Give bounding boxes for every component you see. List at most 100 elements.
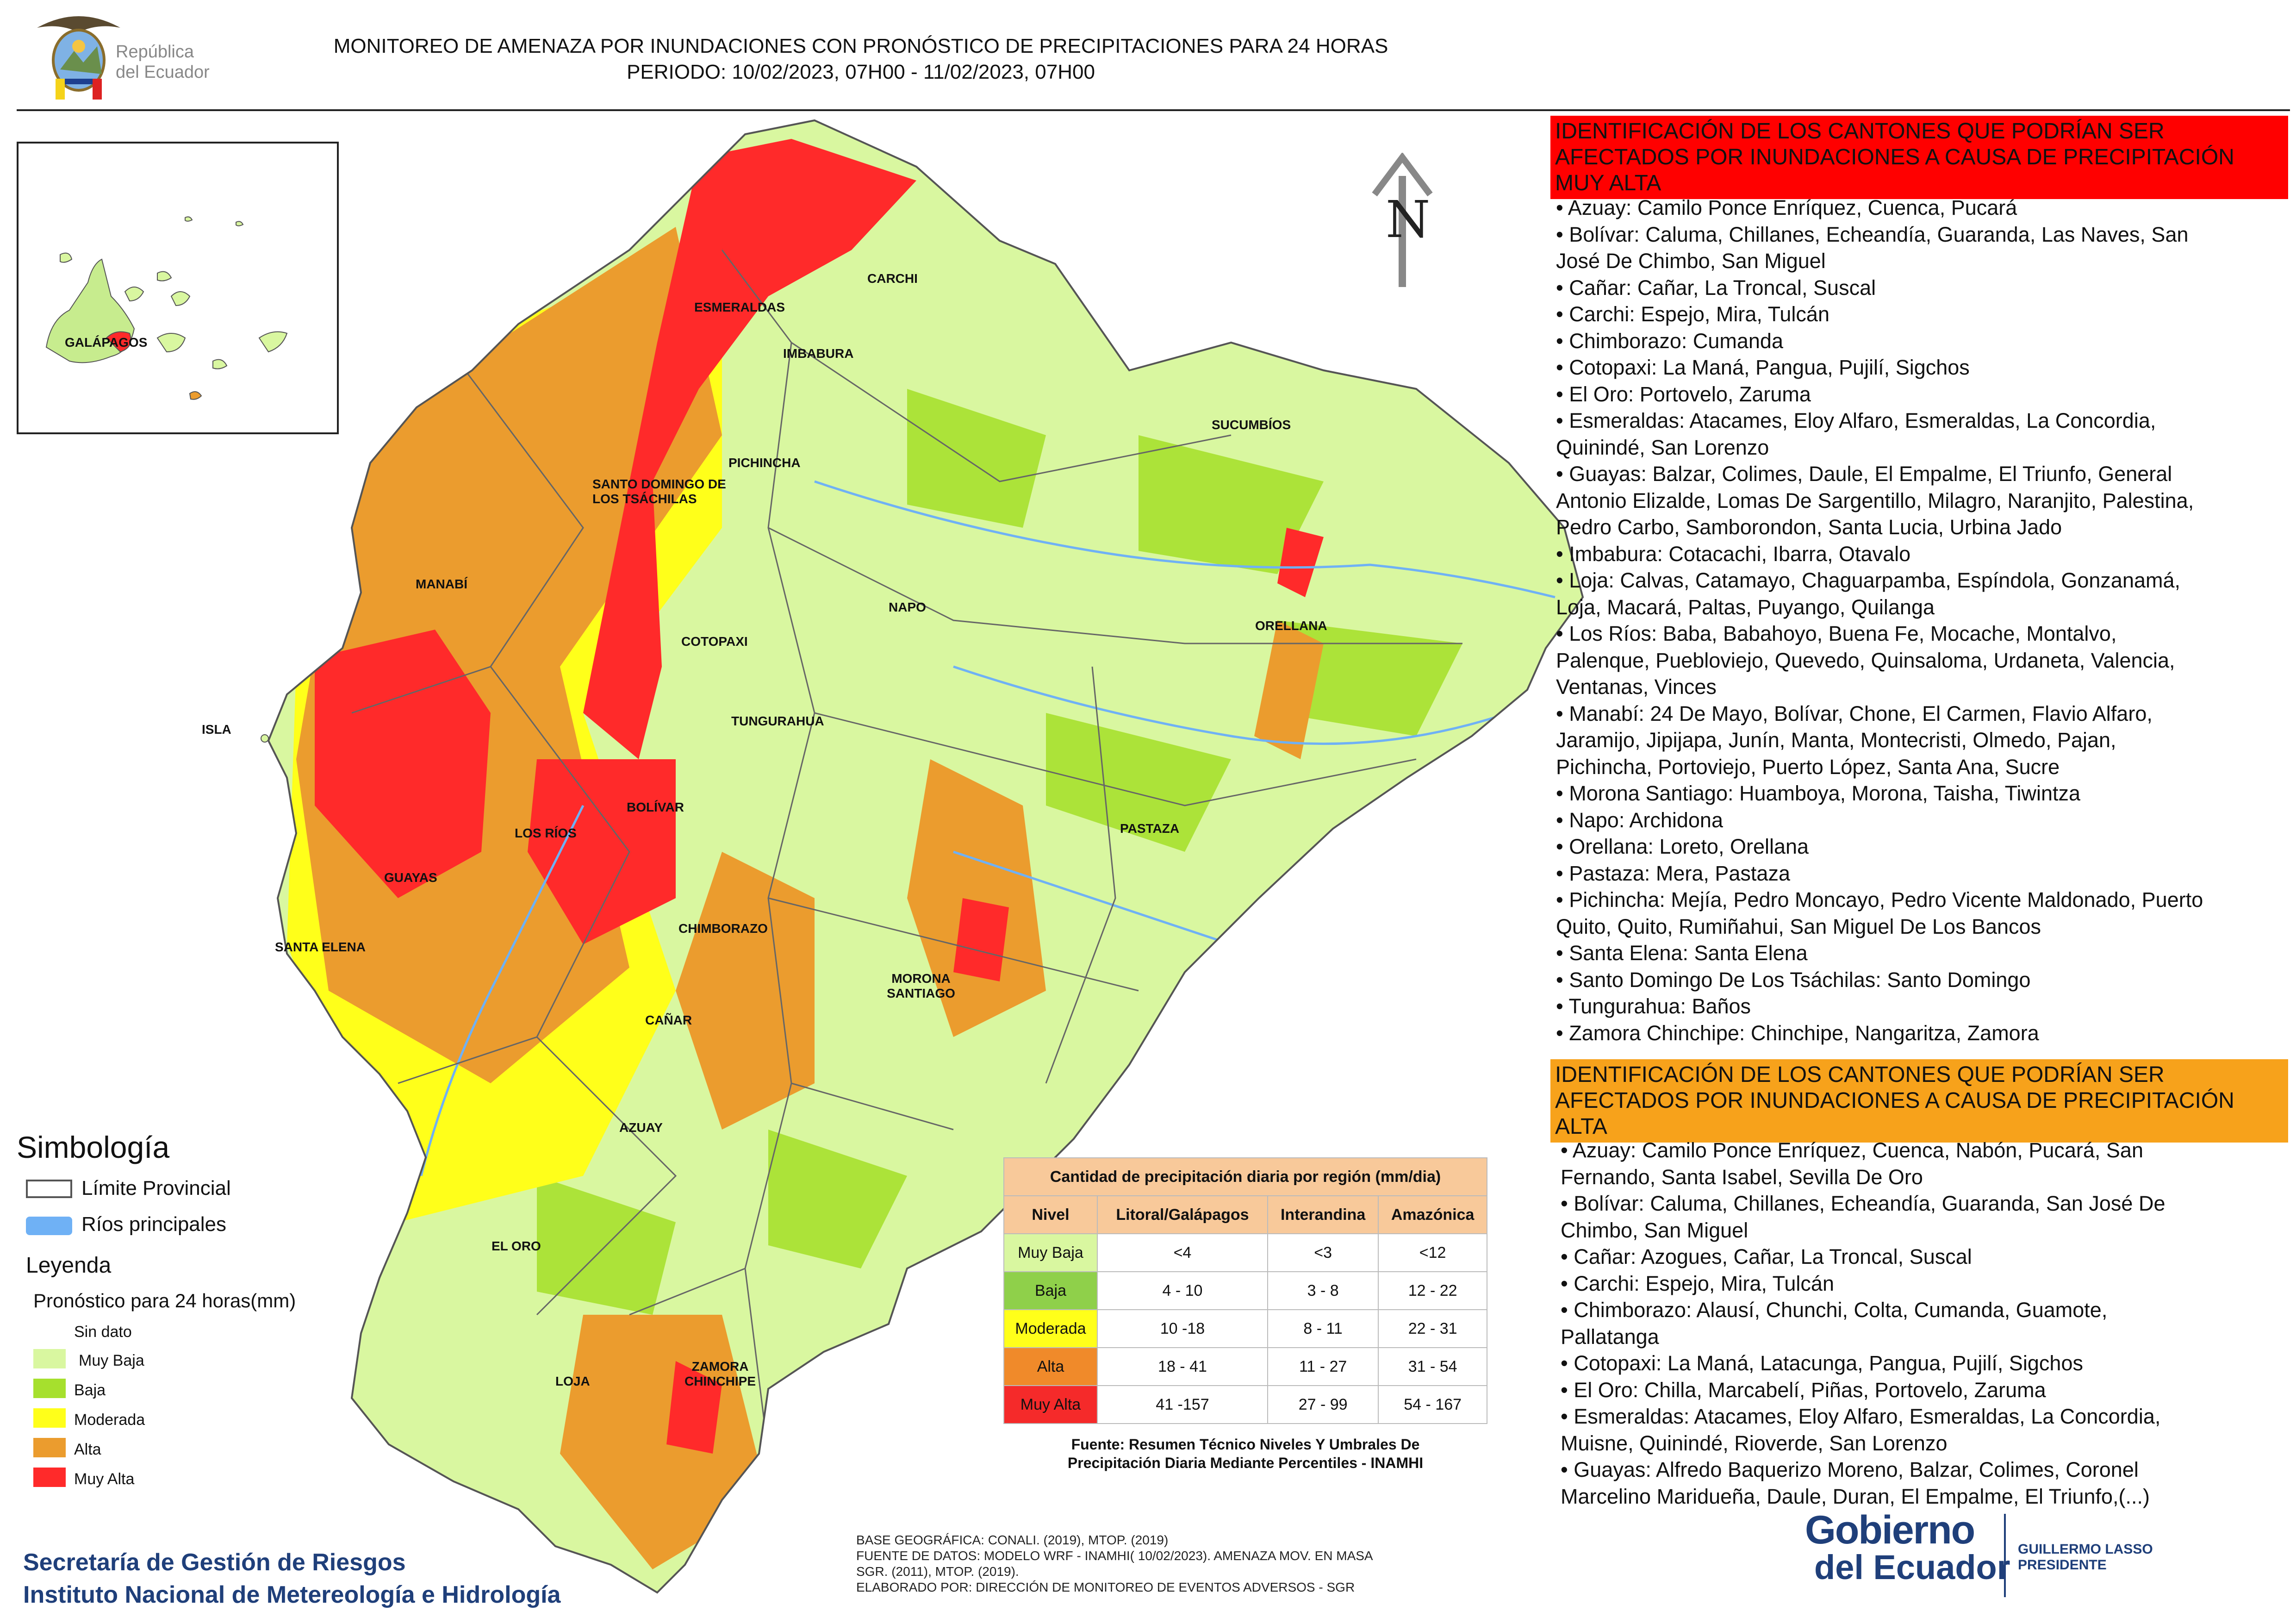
table-row: Baja 4 - 10 3 - 8 12 - 22 bbox=[1003, 1271, 1487, 1310]
province-label-pichincha: PICHINCHA bbox=[728, 456, 801, 470]
republica-line2: del Ecuador bbox=[116, 62, 210, 82]
credit-line: ELABORADO POR: DIRECCIÓN DE MONITOREO DE… bbox=[856, 1580, 1355, 1594]
list-item: • Bolívar: Caluma, Chillanes, Echeandía,… bbox=[1561, 1192, 2165, 1215]
list-item: • Carchi: Espejo, Mira, Tulcán bbox=[1561, 1271, 1834, 1295]
president-name: GUILLERMO LASSO bbox=[2018, 1542, 2153, 1557]
list-item: • Cañar: Cañar, La Troncal, Suscal bbox=[1556, 275, 1876, 300]
list-item: • Tungurahua: Baños bbox=[1556, 994, 1751, 1018]
list-item: • Cañar: Azogues, Cañar, La Troncal, Sus… bbox=[1561, 1245, 1972, 1268]
table-cell: 10 -18 bbox=[1096, 1309, 1268, 1348]
province-label-orellana: ORELLANA bbox=[1255, 618, 1327, 633]
list-item: Pichincha, Portoviejo, Puerto López, San… bbox=[1556, 755, 2060, 779]
list-item: • Cotopaxi: La Maná, Latacunga, Pangua, … bbox=[1561, 1351, 2083, 1375]
north-letter: N bbox=[1386, 190, 1431, 249]
table-cell: Muy Alta bbox=[1003, 1385, 1098, 1424]
list-item: Palenque, Puebloviejo, Quevedo, Quinsalo… bbox=[1556, 648, 2175, 672]
list-item: Quito, Quito, Rumiñahui, San Miguel De L… bbox=[1556, 914, 2041, 938]
province-label-los-rios: LOS RÍOS bbox=[515, 826, 577, 840]
list-item: • Guayas: Balzar, Colimes, Daule, El Emp… bbox=[1556, 462, 2172, 486]
credit-line: FUENTE DE DATOS: MODELO WRF - INAMHI( 10… bbox=[856, 1549, 1373, 1563]
table-cell: 4 - 10 bbox=[1096, 1271, 1268, 1310]
table-cell: 8 - 11 bbox=[1267, 1309, 1379, 1348]
table-cell: Moderada bbox=[1003, 1309, 1098, 1348]
alta-canton-list: • Azuay: Camilo Ponce Enríquez, Cuenca, … bbox=[1561, 1137, 2292, 1510]
list-item: Chimbo, San Miguel bbox=[1561, 1218, 1748, 1242]
legend-swatch-muy-baja bbox=[33, 1349, 66, 1368]
table-header: Nivel bbox=[1003, 1195, 1098, 1234]
province-label-el-oro: EL ORO bbox=[492, 1239, 541, 1253]
list-item: • Los Ríos: Baba, Babahoyo, Buena Fe, Mo… bbox=[1556, 622, 2117, 645]
republica-line1: República bbox=[116, 42, 194, 62]
list-item: Quinindé, San Lorenzo bbox=[1556, 435, 1769, 459]
legend-swatch-alta bbox=[33, 1438, 66, 1457]
galapagos-label: GALÁPAGOS bbox=[65, 335, 148, 350]
table-source-line2: Precipitación Diaria Mediante Percentile… bbox=[1067, 1455, 1424, 1471]
legend-swatch-baja bbox=[33, 1379, 66, 1398]
province-label-pastaza: PASTAZA bbox=[1120, 821, 1180, 836]
list-item: • Loja: Calvas, Catamayo, Chaguarpamba, … bbox=[1556, 568, 2181, 592]
list-item: • Bolívar: Caluma, Chillanes, Echeandía,… bbox=[1556, 222, 2189, 246]
president-credit: GUILLERMO LASSO PRESIDENTE bbox=[2018, 1542, 2153, 1573]
list-item: Marcelino Maridueña, Daule, Duran, El Em… bbox=[1561, 1484, 2150, 1508]
table-cell: <3 bbox=[1267, 1233, 1379, 1272]
list-item: Pedro Carbo, Samborondon, Santa Lucia, U… bbox=[1556, 515, 2062, 539]
province-label-guayas: GUAYAS bbox=[384, 870, 437, 885]
galapagos-inset-map bbox=[17, 142, 339, 434]
table-cell: 18 - 41 bbox=[1096, 1347, 1268, 1386]
simbologia-title: Simbología bbox=[17, 1130, 170, 1164]
list-item: Pallatanga bbox=[1561, 1324, 1659, 1349]
rios-swatch bbox=[26, 1217, 72, 1235]
table-cell: 27 - 99 bbox=[1267, 1385, 1379, 1424]
list-item: • Azuay: Camilo Ponce Enríquez, Cuenca, … bbox=[1556, 196, 2017, 219]
north-arrow-icon bbox=[1372, 153, 1433, 287]
president-title: PRESIDENTE bbox=[2018, 1557, 2107, 1573]
pronostico-label: Pronóstico para 24 horas(mm) bbox=[33, 1290, 296, 1312]
gob-logo-line2: del Ecuador bbox=[1814, 1548, 2010, 1587]
list-item: • Orellana: Loreto, Orellana bbox=[1556, 835, 1809, 858]
credits-block: BASE GEOGRÁFICA: CONALI. (2019), MTOP. (… bbox=[856, 1532, 1373, 1595]
province-label-zamora-chinchipe: ZAMORA CHINCHIPE bbox=[684, 1359, 756, 1388]
list-item: • Zamora Chinchipe: Chinchipe, Nangaritz… bbox=[1556, 1021, 2039, 1045]
muy-alta-heading: IDENTIFICACIÓN DE LOS CANTONES QUE PODRÍ… bbox=[1550, 116, 2288, 199]
table-row: Muy Alta 41 -157 27 - 99 54 - 167 bbox=[1003, 1385, 1487, 1424]
list-item: • Morona Santiago: Huamboya, Morona, Tai… bbox=[1556, 781, 2081, 805]
table-cell: <4 bbox=[1096, 1233, 1268, 1272]
alta-heading: IDENTIFICACIÓN DE LOS CANTONES QUE PODRÍ… bbox=[1550, 1059, 2288, 1143]
province-label-tungurahua: TUNGURAHUA bbox=[731, 714, 824, 728]
list-item: Muisne, Quinindé, Rioverde, San Lorenzo bbox=[1561, 1431, 1948, 1455]
list-item: • Cotopaxi: La Maná, Pangua, Pujilí, Sig… bbox=[1556, 356, 1970, 379]
province-label-cotopaxi: COTOPAXI bbox=[681, 634, 748, 649]
list-item: • Pichincha: Mejía, Pedro Moncayo, Pedro… bbox=[1556, 888, 2203, 912]
credit-line: BASE GEOGRÁFICA: CONALI. (2019), MTOP. (… bbox=[856, 1533, 1169, 1547]
province-label-santo-domingo: SANTO DOMINGO DE LOS TSÁCHILAS bbox=[592, 477, 726, 506]
province-label-loja: LOJA bbox=[555, 1374, 590, 1388]
province-label-carchi: CARCHI bbox=[867, 271, 918, 286]
table-header: Amazónica bbox=[1378, 1195, 1487, 1234]
list-item: • Imbabura: Cotacachi, Ibarra, Otavalo bbox=[1556, 542, 1911, 566]
list-item: • El Oro: Chilla, Marcabelí, Piñas, Port… bbox=[1561, 1378, 2046, 1402]
table-row: Moderada 10 -18 8 - 11 22 - 31 bbox=[1003, 1309, 1487, 1348]
legend-label-muy-alta: Muy Alta bbox=[74, 1470, 135, 1488]
legend-swatch-muy-alta bbox=[33, 1468, 66, 1487]
province-label-morona-santiago: MORONA SANTIAGO bbox=[887, 971, 955, 1000]
list-item: José De Chimbo, San Miguel bbox=[1556, 249, 1826, 273]
precipitation-threshold-table: Cantidad de precipitación diaria por reg… bbox=[1003, 1157, 1487, 1424]
table-title: Cantidad de precipitación diaria por reg… bbox=[1003, 1157, 1487, 1196]
list-item: • Chimborazo: Alausí, Chunchi, Colta, Cu… bbox=[1561, 1298, 2108, 1322]
list-item: • Napo: Archidona bbox=[1556, 808, 1723, 832]
list-item: • Azuay: Camilo Ponce Enríquez, Cuenca, … bbox=[1561, 1138, 2143, 1162]
table-cell: Baja bbox=[1003, 1271, 1098, 1310]
list-item: • Chimborazo: Cumanda bbox=[1556, 329, 1783, 353]
province-label-sucumbios: SUCUMBÍOS bbox=[1212, 418, 1291, 432]
province-label-chimborazo: CHIMBORAZO bbox=[678, 921, 768, 936]
table-source-line1: Fuente: Resumen Técnico Niveles Y Umbral… bbox=[1071, 1436, 1420, 1453]
list-item: Ventanas, Vinces bbox=[1556, 675, 1717, 699]
list-item: • Manabí: 24 De Mayo, Bolívar, Chone, El… bbox=[1556, 701, 2153, 725]
legend-label-alta: Alta bbox=[74, 1441, 101, 1458]
map-title: MONITOREO DE AMENAZA POR INUNDACIONES CO… bbox=[0, 33, 1722, 85]
leyenda-title: Leyenda bbox=[26, 1253, 112, 1278]
table-cell: 12 - 22 bbox=[1378, 1271, 1487, 1310]
galapagos-islands bbox=[45, 216, 288, 400]
credit-line: SGR. (2011), MTOP. (2019). bbox=[856, 1564, 1019, 1579]
title-line2: PERIODO: 10/02/2023, 07H00 - 11/02/2023,… bbox=[627, 61, 1095, 83]
